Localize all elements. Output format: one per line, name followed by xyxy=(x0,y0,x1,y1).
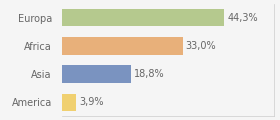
Bar xyxy=(62,65,130,83)
Bar xyxy=(62,37,183,55)
Bar xyxy=(62,9,224,26)
Text: 18,8%: 18,8% xyxy=(134,69,164,79)
Text: 44,3%: 44,3% xyxy=(227,13,258,23)
Text: 3,9%: 3,9% xyxy=(79,97,103,107)
Bar xyxy=(62,94,76,111)
Text: 33,0%: 33,0% xyxy=(186,41,216,51)
